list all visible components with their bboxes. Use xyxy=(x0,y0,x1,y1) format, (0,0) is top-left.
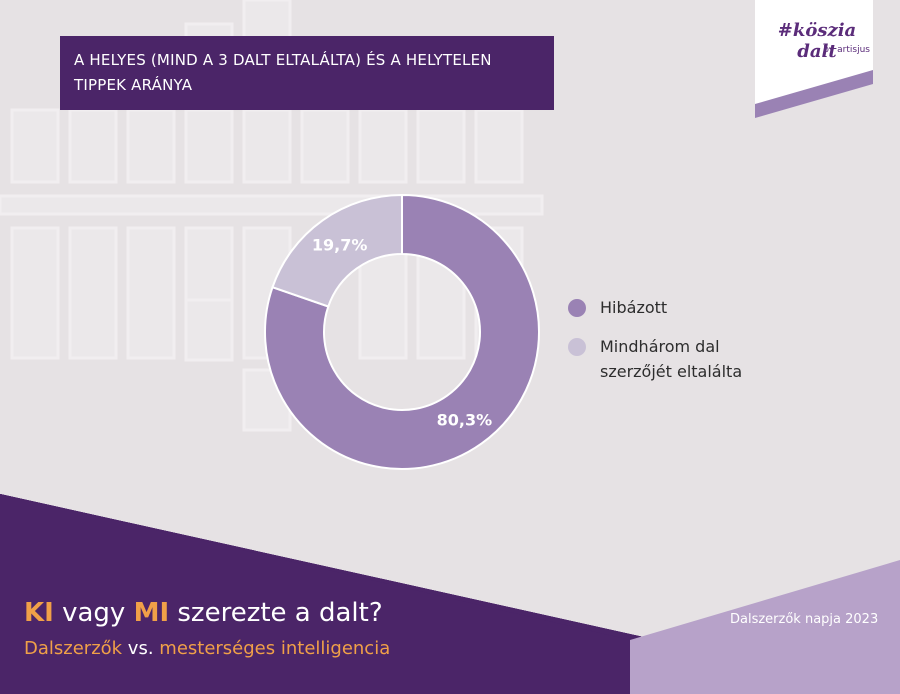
donut-label-hibazott: 80,3% xyxy=(437,411,493,430)
footer-title-ki: KI xyxy=(24,598,54,628)
footer-title-vagy: vagy xyxy=(53,598,134,628)
chart-legend: Hibázott Mindhárom dal szerzőjét eltalál… xyxy=(566,295,790,398)
footer-subtitle-vs: vs. xyxy=(122,638,160,659)
donut-slice-eltalalta xyxy=(271,193,403,308)
legend-item-hibazott: Hibázott xyxy=(566,295,790,320)
legend-item-eltalalta: Mindhárom dal szerzőjét eltalálta xyxy=(566,334,790,384)
donut-slice-hibazott xyxy=(264,193,540,470)
footer-title-mi: MI xyxy=(133,598,170,628)
footer-title-rest: szerezte a dalt? xyxy=(169,598,383,628)
chart-title-box: A HELYES (MIND A 3 DALT ELTALÁLTA) ÉS A … xyxy=(60,36,554,110)
footer-subtitle-dalszerzok: Dalszerzők xyxy=(24,638,123,659)
legend-swatch-hibazott xyxy=(568,299,586,317)
footer-subtitle: Dalszerzők vs. mesterséges intelligencia xyxy=(24,638,390,659)
footer-date: Dalszerzők napja 2023 xyxy=(730,612,879,627)
chart-title: A HELYES (MIND A 3 DALT ELTALÁLTA) ÉS A … xyxy=(74,51,492,94)
donut-label-eltalalta: 19,7% xyxy=(312,235,368,254)
legend-label-hibazott: Hibázott xyxy=(600,298,668,317)
logo-badge xyxy=(755,0,873,118)
logo-text: #köszia dalt xyxy=(777,20,857,62)
legend-swatch-eltalalta xyxy=(568,338,586,356)
legend-label-eltalalta: Mindhárom dal szerzőjét eltalálta xyxy=(600,337,743,381)
logo-subtext: by artisjus xyxy=(823,45,870,55)
footer-title: KI vagy MI szerezte a dalt? xyxy=(24,598,383,628)
footer-subtitle-mi: mesterséges intelligencia xyxy=(159,638,391,659)
